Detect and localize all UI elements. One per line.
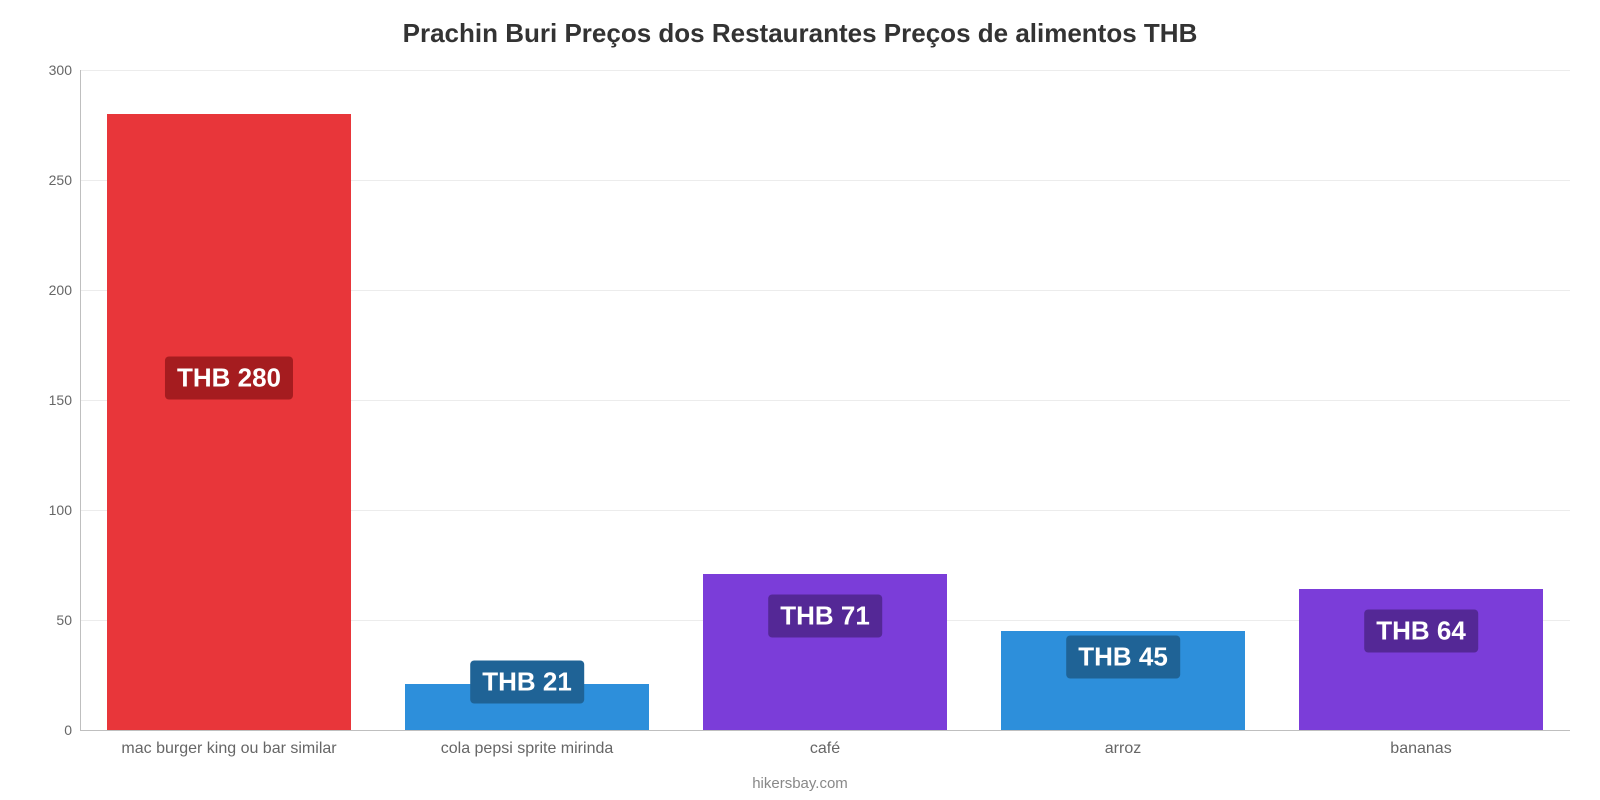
y-tick-label: 0: [64, 722, 80, 738]
value-badge: THB 71: [768, 594, 882, 637]
y-tick-label: 200: [49, 282, 80, 298]
x-tick-label: cola pepsi sprite mirinda: [441, 730, 614, 758]
value-badge: THB 64: [1364, 610, 1478, 653]
price-bar-chart: Prachin Buri Preços dos Restaurantes Pre…: [0, 0, 1600, 800]
x-tick-label: mac burger king ou bar similar: [121, 730, 336, 758]
grid-line: [80, 70, 1570, 71]
x-tick-label: arroz: [1105, 730, 1141, 758]
y-tick-label: 150: [49, 392, 80, 408]
plot-area: 050100150200250300THB 280mac burger king…: [80, 70, 1570, 730]
chart-title: Prachin Buri Preços dos Restaurantes Pre…: [0, 0, 1600, 49]
y-tick-label: 100: [49, 502, 80, 518]
y-tick-label: 300: [49, 62, 80, 78]
value-badge: THB 45: [1066, 636, 1180, 679]
x-tick-label: bananas: [1390, 730, 1451, 758]
y-tick-label: 250: [49, 172, 80, 188]
bar: [107, 114, 351, 730]
value-badge: THB 21: [470, 660, 584, 703]
chart-footer: hikersbay.com: [752, 775, 848, 792]
y-axis: [80, 70, 81, 730]
x-tick-label: café: [810, 730, 840, 758]
value-badge: THB 280: [165, 357, 293, 400]
y-tick-label: 50: [56, 612, 80, 628]
